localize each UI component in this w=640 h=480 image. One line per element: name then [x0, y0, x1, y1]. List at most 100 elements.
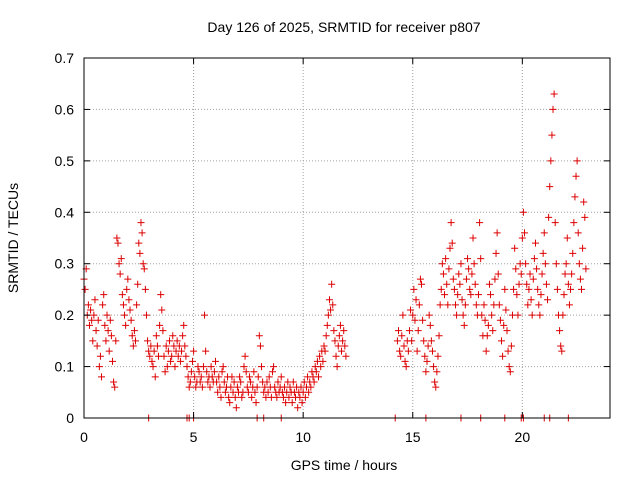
data-point	[469, 234, 477, 242]
data-point	[119, 301, 127, 309]
data-point	[138, 229, 146, 237]
data-point	[171, 363, 179, 371]
data-point	[578, 285, 586, 293]
data-point	[156, 321, 164, 329]
data-point	[449, 275, 457, 283]
data-point	[533, 265, 541, 273]
data-point	[447, 219, 455, 227]
data-point	[467, 291, 475, 299]
data-point	[456, 280, 464, 288]
data-point	[524, 301, 532, 309]
data-point	[534, 285, 542, 293]
data-point	[333, 363, 341, 371]
data-point	[133, 301, 141, 309]
data-point	[562, 260, 570, 268]
data-point	[339, 337, 347, 345]
data-point	[576, 275, 584, 283]
data-point	[88, 316, 96, 324]
data-point	[136, 249, 144, 257]
data-point	[228, 373, 236, 381]
data-point	[552, 260, 560, 268]
data-point	[150, 347, 158, 355]
data-point	[510, 285, 518, 293]
data-point	[399, 311, 407, 319]
x-tick-label: 5	[190, 429, 198, 445]
data-point	[573, 157, 581, 165]
data-point	[493, 229, 501, 237]
data-point	[531, 239, 539, 247]
data-point	[116, 270, 124, 278]
data-point	[458, 296, 466, 304]
data-point	[436, 301, 444, 309]
data-point	[122, 321, 130, 329]
data-point	[420, 337, 428, 345]
data-point	[459, 311, 467, 319]
data-point	[451, 301, 459, 309]
data-point	[549, 105, 557, 113]
data-point	[165, 337, 173, 345]
data-point	[329, 301, 337, 309]
data-point	[580, 198, 588, 206]
data-point	[247, 378, 255, 386]
data-point	[393, 337, 401, 345]
data-point	[321, 347, 329, 355]
data-point	[561, 270, 569, 278]
data-point	[331, 337, 339, 345]
data-point	[462, 275, 470, 283]
data-point	[289, 378, 297, 386]
data-point	[519, 208, 527, 216]
data-point	[567, 285, 575, 293]
data-point	[178, 347, 186, 355]
data-point	[582, 265, 590, 273]
data-point	[428, 347, 436, 355]
y-tick-label: 0.3	[55, 256, 75, 272]
y-tick-label: 0.6	[55, 101, 75, 117]
data-point	[93, 342, 101, 350]
data-point	[546, 183, 554, 191]
data-point	[124, 275, 132, 283]
data-point	[500, 321, 508, 329]
data-point	[163, 363, 171, 371]
data-point	[81, 285, 89, 293]
data-point	[553, 285, 561, 293]
data-point	[413, 347, 421, 355]
data-point	[225, 393, 233, 401]
data-point	[162, 342, 170, 350]
data-point	[142, 311, 150, 319]
x-tick-label: 10	[295, 429, 311, 445]
data-point	[174, 352, 182, 360]
data-point	[427, 337, 435, 345]
plot-frame	[83, 57, 611, 419]
data-point	[425, 311, 433, 319]
data-point	[250, 368, 258, 376]
data-point	[548, 131, 556, 139]
data-point	[265, 373, 273, 381]
data-point	[560, 291, 568, 299]
data-point	[464, 255, 472, 263]
data-point	[252, 399, 260, 407]
grid	[84, 58, 610, 418]
data-point	[245, 373, 253, 381]
data-point	[158, 306, 166, 314]
data-point	[487, 291, 495, 299]
data-point	[468, 270, 476, 278]
data-point	[104, 327, 112, 335]
data-point	[89, 337, 97, 345]
data-point	[572, 172, 580, 180]
data-point	[460, 321, 468, 329]
data-point	[489, 327, 497, 335]
data-point	[149, 363, 157, 371]
data-point	[454, 291, 462, 299]
data-point	[450, 285, 458, 293]
data-point	[544, 296, 552, 304]
data-point	[398, 332, 406, 340]
data-point	[558, 347, 566, 355]
data-point	[411, 316, 419, 324]
data-point	[521, 229, 529, 237]
data-point	[101, 321, 109, 329]
data-point	[139, 260, 147, 268]
data-point	[334, 342, 342, 350]
data-point	[130, 327, 138, 335]
data-point	[328, 280, 336, 288]
